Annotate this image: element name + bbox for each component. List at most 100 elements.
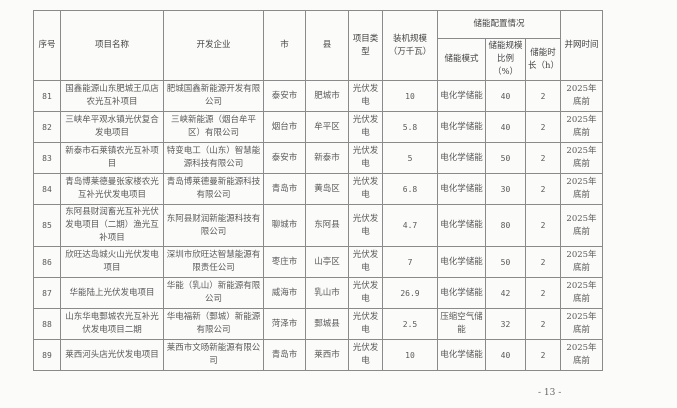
cell-county: 东阿县 bbox=[305, 204, 349, 247]
cell-mode: 电化学储能 bbox=[437, 339, 486, 371]
cell-name: 华能陆上光伏发电项目 bbox=[60, 277, 164, 309]
cell-type: 光伏发电 bbox=[348, 173, 383, 205]
cell-grid-time: 2025年底前 bbox=[560, 142, 603, 174]
cell-city: 青岛市 bbox=[263, 173, 306, 205]
cell-mode: 电化学储能 bbox=[437, 142, 486, 174]
cell-scale: 10 bbox=[382, 339, 438, 371]
header-type: 项目类型 bbox=[348, 10, 383, 81]
cell-city: 威海市 bbox=[263, 277, 306, 309]
cell-name: 山东华电鄄城农光互补光伏发电项目二期 bbox=[60, 308, 164, 340]
table-row: 85 东阿县财润畜光互补光伏发电项目（二期）渔光互补项目 东阿县财润新能源科技有限公… bbox=[33, 204, 603, 247]
cell-company: 深圳市欣旺达智慧能源有限责任公司 bbox=[163, 246, 264, 278]
table-row: 83 新泰市石莱镇农光互补项目 特变电工（山东）智慧能源科技有限公司 泰安市 新泰市 光伏… bbox=[33, 142, 603, 174]
cell-name: 东阿县财润畜光互补光伏发电项目（二期）渔光互补项目 bbox=[60, 204, 164, 247]
cell-county: 山亭区 bbox=[305, 246, 349, 278]
cell-type: 光伏发电 bbox=[348, 111, 383, 143]
page-number: - 13 - bbox=[538, 388, 562, 398]
cell-scale: 4.7 bbox=[382, 204, 438, 247]
header-company: 开发企业 bbox=[163, 10, 264, 81]
cell-company: 华电福新（鄄城）新能源有限公司 bbox=[163, 308, 264, 340]
table-row: 82 三峡牟平观水镇光伏复合发电项目 三峡新能源（烟台牟平区）有限公司 烟台市 牟平区光… bbox=[33, 111, 603, 143]
cell-mode: 电化学储能 bbox=[437, 111, 486, 143]
cell-ratio: 40 bbox=[485, 80, 526, 112]
header-duration: 储能时长（h） bbox=[525, 38, 561, 81]
cell-scale: 5.8 bbox=[382, 111, 438, 143]
cell-scale: 7 bbox=[382, 246, 438, 278]
cell-name: 国鑫能源山东肥城王瓜店农光互补项目 bbox=[60, 80, 164, 112]
cell-ratio: 80 bbox=[485, 204, 526, 247]
table-row: 84 青岛博莱德曼张家楼农光互补光伏发电项目 青岛博莱德曼新能源科技有限公司 青岛市黄… bbox=[33, 173, 603, 205]
cell-mode: 电化学储能 bbox=[437, 246, 486, 278]
cell-city: 聊城市 bbox=[263, 204, 306, 247]
cell-name: 青岛博莱德曼张家楼农光互补光伏发电项目 bbox=[60, 173, 164, 205]
cell-mode: 电化学储能 bbox=[437, 277, 486, 309]
cell-grid-time: 2025年底前 bbox=[560, 204, 603, 247]
cell-scale: 2.5 bbox=[382, 308, 438, 340]
cell-ratio: 50 bbox=[485, 246, 526, 278]
cell-mode: 压缩空气储能 bbox=[437, 308, 486, 340]
cell-ratio: 40 bbox=[485, 339, 526, 371]
cell-name: 三峡牟平观水镇光伏复合发电项目 bbox=[60, 111, 164, 143]
header-name: 项目名称 bbox=[60, 10, 164, 81]
cell-county: 肥城市 bbox=[305, 80, 349, 112]
cell-city: 烟台市 bbox=[263, 111, 306, 143]
cell-city: 菏泽市 bbox=[263, 308, 306, 340]
cell-duration: 2 bbox=[525, 308, 561, 340]
cell-type: 光伏发电 bbox=[348, 339, 383, 371]
cell-name: 莱西河头店光伏发电项目 bbox=[60, 339, 164, 371]
cell-seq: 81 bbox=[33, 80, 61, 112]
cell-grid-time: 2025年底前 bbox=[560, 246, 603, 278]
cell-grid-time: 2025年底前 bbox=[560, 277, 603, 309]
cell-seq: 89 bbox=[33, 339, 61, 371]
cell-seq: 82 bbox=[33, 111, 61, 143]
cell-county: 黄岛区 bbox=[305, 173, 349, 205]
cell-county: 乳山市 bbox=[305, 277, 349, 309]
cell-seq: 86 bbox=[33, 246, 61, 278]
cell-company: 三峡新能源（烟台牟平区）有限公司 bbox=[163, 111, 264, 143]
cell-company: 东阿县财润新能源科技有限公司 bbox=[163, 204, 264, 247]
cell-scale: 6.8 bbox=[382, 173, 438, 205]
table-row: 88 山东华电鄄城农光互补光伏发电项目二期 华电福新（鄄城）新能源有限公司 菏泽市 鄄城… bbox=[33, 308, 603, 340]
cell-ratio: 42 bbox=[485, 277, 526, 309]
header-mode: 储能模式 bbox=[437, 38, 486, 81]
cell-ratio: 30 bbox=[485, 173, 526, 205]
cell-seq: 85 bbox=[33, 204, 61, 247]
cell-city: 泰安市 bbox=[263, 142, 306, 174]
cell-duration: 2 bbox=[525, 204, 561, 247]
cell-city: 泰安市 bbox=[263, 80, 306, 112]
cell-duration: 2 bbox=[525, 339, 561, 371]
cell-scale: 10 bbox=[382, 80, 438, 112]
cell-name: 欣旺达岛城火山光伏发电项目 bbox=[60, 246, 164, 278]
cell-mode: 电化学储能 bbox=[437, 80, 486, 112]
cell-grid-time: 2025年底前 bbox=[560, 111, 603, 143]
header-seq: 序号 bbox=[33, 10, 61, 81]
table-row: 89 莱西河头店光伏发电项目 莱西市文旸新能源有限公司 青岛市 莱西市 光伏发电 10 电化学… bbox=[33, 339, 603, 371]
header-grid-time: 并网时间 bbox=[560, 10, 603, 81]
cell-ratio: 50 bbox=[485, 142, 526, 174]
cell-grid-time: 2025年底前 bbox=[560, 173, 603, 205]
header-county: 县 bbox=[305, 10, 349, 81]
cell-type: 光伏发电 bbox=[348, 204, 383, 247]
cell-type: 光伏发电 bbox=[348, 277, 383, 309]
cell-name: 新泰市石莱镇农光互补项目 bbox=[60, 142, 164, 174]
cell-city: 枣庄市 bbox=[263, 246, 306, 278]
cell-company: 青岛博莱德曼新能源科技有限公司 bbox=[163, 173, 264, 205]
cell-mode: 电化学储能 bbox=[437, 173, 486, 205]
cell-grid-time: 2025年底前 bbox=[560, 308, 603, 340]
header-ratio: 储能规模比例（%） bbox=[485, 38, 526, 81]
cell-ratio: 40 bbox=[485, 111, 526, 143]
cell-county: 牟平区 bbox=[305, 111, 349, 143]
header-storage-group: 储能配置情况 bbox=[437, 10, 561, 39]
cell-grid-time: 2025年底前 bbox=[560, 339, 603, 371]
cell-duration: 2 bbox=[525, 173, 561, 205]
cell-type: 光伏发电 bbox=[348, 142, 383, 174]
cell-company: 肥城国鑫新能源开发有限公司 bbox=[163, 80, 264, 112]
table-row: 86 欣旺达岛城火山光伏发电项目 深圳市欣旺达智慧能源有限责任公司 枣庄市 山亭区 光伏发… bbox=[33, 246, 603, 278]
cell-county: 鄄城县 bbox=[305, 308, 349, 340]
cell-type: 光伏发电 bbox=[348, 80, 383, 112]
cell-company: 华能（乳山）新能源有限公司 bbox=[163, 277, 264, 309]
cell-seq: 87 bbox=[33, 277, 61, 309]
header-city: 市 bbox=[263, 10, 306, 81]
cell-duration: 2 bbox=[525, 246, 561, 278]
